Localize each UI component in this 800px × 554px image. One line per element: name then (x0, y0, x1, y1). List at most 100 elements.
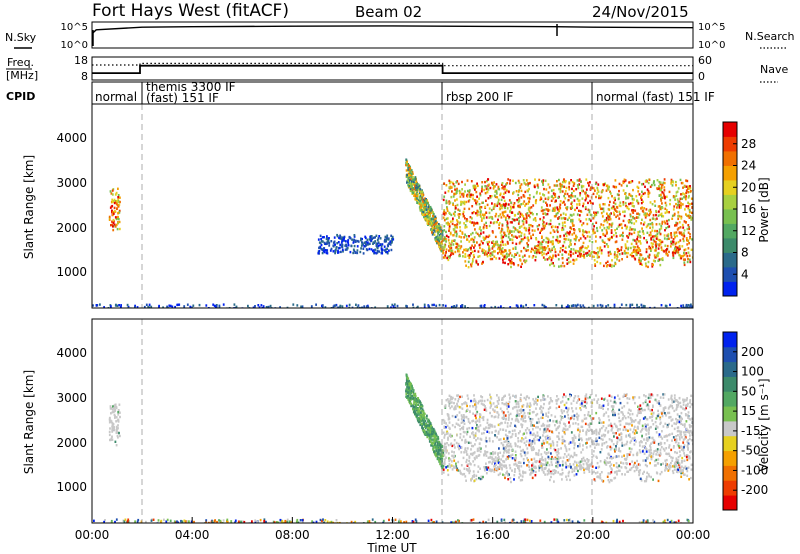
range-gate-cell (637, 212, 639, 215)
range-gate-cell (549, 219, 552, 222)
range-gate-cell (386, 250, 388, 254)
range-gate-cell (435, 438, 438, 441)
range-gate-cell (668, 237, 670, 240)
range-gate-cell (680, 448, 683, 451)
range-gate-cell (434, 230, 436, 233)
range-gate-cell (524, 429, 527, 432)
range-gate-cell (469, 452, 472, 456)
range-gate-cell (484, 236, 487, 240)
range-gate-cell (417, 407, 420, 411)
range-gate-cell (486, 255, 489, 258)
range-gate-cell (544, 224, 547, 227)
range-gate-cell (586, 222, 589, 226)
range-gate-cell (334, 304, 337, 307)
range-gate-cell (471, 260, 474, 263)
range-gate-cell (103, 306, 105, 308)
range-gate-cell (514, 247, 517, 250)
range-gate-cell (599, 460, 602, 463)
range-gate-cell (665, 414, 667, 417)
range-gate-cell (549, 231, 552, 235)
range-gate-cell (329, 249, 332, 252)
range-gate-cell (578, 435, 580, 438)
range-gate-cell (525, 219, 528, 223)
range-gate-cell (586, 194, 589, 197)
range-gate-cell (497, 215, 500, 218)
range-gate-cell (117, 411, 120, 414)
range-gate-cell (428, 210, 431, 214)
range-gate-cell (488, 234, 491, 237)
range-gate-cell (651, 245, 654, 249)
range-gate-cell (596, 400, 598, 403)
range-gate-cell (485, 216, 488, 219)
range-gate-cell (518, 181, 521, 184)
range-gate-cell (636, 212, 638, 215)
range-gate-cell (611, 195, 613, 198)
range-gate-cell (419, 200, 422, 203)
range-gate-cell (491, 202, 493, 205)
range-gate-cell (452, 217, 454, 220)
range-gate-cell (468, 256, 471, 260)
range-gate-cell (522, 448, 524, 452)
range-gate-cell (423, 418, 426, 421)
range-gate-cell (648, 247, 651, 250)
range-gate-cell (543, 248, 546, 251)
range-gate-cell (579, 255, 582, 258)
range-gate-cell (497, 198, 500, 201)
range-gate-cell (590, 464, 592, 467)
range-gate-cell (672, 465, 674, 468)
range-gate-cell (502, 196, 505, 199)
range-gate-cell (469, 216, 472, 219)
range-gate-cell (148, 306, 151, 308)
range-gate-cell (595, 211, 597, 214)
range-gate-cell (676, 246, 679, 249)
range-gate-cell (542, 248, 544, 251)
range-gate-cell (647, 265, 649, 269)
range-gate-cell (683, 444, 686, 447)
range-gate-cell (649, 208, 652, 212)
range-gate-cell (641, 257, 644, 260)
range-gate-cell (551, 400, 554, 403)
range-gate-cell (487, 423, 490, 427)
range-gate-cell (594, 213, 596, 216)
range-gate-cell (682, 192, 684, 195)
range-gate-cell (508, 455, 510, 458)
range-gate-cell (630, 221, 633, 225)
range-gate-cell (582, 229, 584, 232)
range-gate-cell (678, 462, 681, 465)
range-gate-cell (646, 212, 648, 215)
range-gate-cell (685, 185, 688, 188)
range-gate-cell (503, 255, 506, 258)
range-gate-cell (550, 461, 553, 464)
range-gate-cell (612, 205, 615, 208)
range-gate-cell (438, 227, 441, 230)
range-gate-cell (426, 216, 429, 219)
range-gate-cell (111, 435, 113, 438)
range-gate-cell (499, 204, 502, 207)
range-gate-cell (325, 242, 327, 246)
range-gate-cell (507, 403, 510, 406)
range-gate-cell (150, 305, 153, 308)
range-gate-cell (611, 259, 613, 262)
range-gate-cell (629, 226, 632, 229)
range-gate-cell (585, 433, 588, 436)
range-gate-cell (434, 441, 437, 445)
range-gate-cell (595, 252, 598, 255)
range-gate-cell (561, 257, 564, 260)
range-gate-cell (554, 250, 557, 254)
range-gate-cell (636, 431, 638, 434)
range-gate-cell (486, 398, 489, 402)
range-gate-cell (491, 245, 494, 248)
velocity-y-tick-4000: 4000 (56, 346, 87, 360)
range-gate-cell (586, 213, 589, 216)
range-gate-cell (642, 304, 645, 308)
range-gate-cell (408, 179, 411, 182)
range-gate-cell (349, 237, 352, 240)
range-gate-cell (449, 244, 452, 247)
range-gate-cell (448, 222, 451, 226)
range-gate-cell (655, 209, 657, 213)
range-gate-cell (460, 202, 463, 206)
range-gate-cell (522, 255, 524, 258)
range-gate-cell (462, 192, 464, 196)
range-gate-cell (594, 231, 596, 234)
range-gate-cell (617, 193, 620, 197)
